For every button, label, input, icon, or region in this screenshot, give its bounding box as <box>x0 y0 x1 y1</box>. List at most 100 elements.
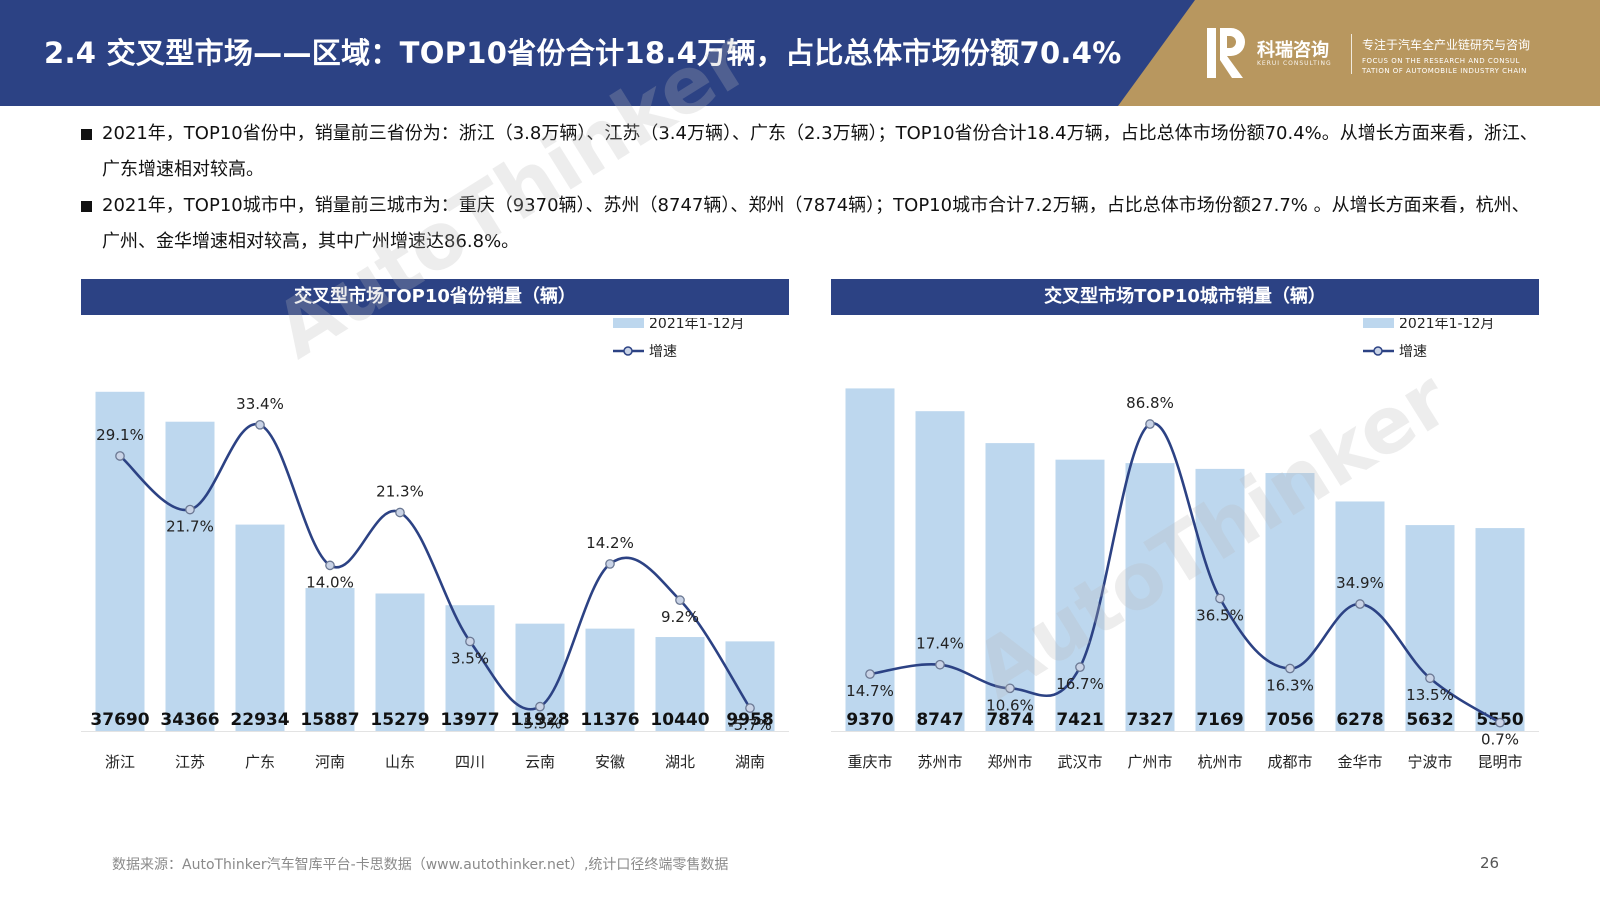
legend-line-marker <box>1373 346 1383 356</box>
growth-point <box>325 560 335 571</box>
growth-point <box>1145 419 1155 429</box>
category-label: 山东 <box>385 753 415 771</box>
growth-label: 14.7% <box>846 682 894 700</box>
bar-4 <box>305 588 355 731</box>
category-label: 浙江 <box>105 753 135 771</box>
category-label: 宁波市 <box>1407 753 1452 771</box>
category-label: 云南 <box>525 753 555 771</box>
bar-value-label: 6278 <box>1336 710 1383 730</box>
bar-value-label: 11928 <box>510 710 569 730</box>
growth-label: 14.0% <box>306 573 354 591</box>
growth-point <box>1495 717 1505 728</box>
bar-value-label: 9958 <box>726 710 773 730</box>
bar-2 <box>165 421 215 731</box>
bar-value-label: 7327 <box>1126 710 1173 730</box>
bar-7 <box>515 623 565 731</box>
category-label: 湖北 <box>665 753 695 771</box>
bar-7 <box>1265 473 1315 731</box>
growth-label: 10.6% <box>986 696 1034 714</box>
bar-1 <box>845 388 895 731</box>
category-label: 苏州市 <box>917 753 962 771</box>
category-label: 四川 <box>455 753 485 771</box>
growth-label: 36.5% <box>1196 606 1244 624</box>
bullet-1-text: 2021年，TOP10省份中，销量前三省份为：浙江（3.8万辆）、江苏（3.4万… <box>102 123 1538 180</box>
brand-slogan: 专注于汽车全产业链研究与咨询 <box>1362 38 1531 52</box>
bar-4 <box>1055 459 1105 731</box>
growth-point <box>675 595 685 606</box>
growth-label: 86.8% <box>1126 394 1174 412</box>
bullet-square-icon <box>81 201 92 212</box>
growth-label: 21.3% <box>376 482 424 500</box>
growth-point <box>1005 683 1015 694</box>
category-label: 湖南 <box>735 753 765 771</box>
category-label: 郑州市 <box>987 753 1032 771</box>
category-label: 杭州市 <box>1197 753 1242 771</box>
city-chart-title: 交叉型市场TOP10城市销量（辆） <box>831 279 1539 315</box>
legend-line-label: 增速 <box>649 344 677 360</box>
bar-value-label: 22934 <box>230 710 289 730</box>
category-label: 成都市 <box>1267 753 1312 771</box>
data-source-note: 数据来源：AutoThinker汽车智库平台-卡思数据（www.autothin… <box>112 857 729 873</box>
bar-1 <box>95 391 145 731</box>
growth-point <box>115 451 125 461</box>
category-label: 昆明市 <box>1477 753 1522 771</box>
legend-bar-label: 2021年1-12月 <box>649 318 744 332</box>
growth-point <box>465 636 475 647</box>
bar-value-label: 15279 <box>370 710 429 730</box>
growth-label: 9.2% <box>661 608 699 626</box>
summary-bullets: 2021年，TOP10省份中，销量前三省份为：浙江（3.8万辆）、江苏（3.4万… <box>80 116 1540 260</box>
bar-5 <box>1125 463 1175 731</box>
bar-8 <box>585 628 635 731</box>
bar-10 <box>725 641 775 731</box>
bar-value-label: 7169 <box>1196 710 1243 730</box>
bar-value-label: 13977 <box>440 710 499 730</box>
legend-bar-label: 2021年1-12月 <box>1399 318 1494 332</box>
growth-point <box>185 504 195 515</box>
brand-slogan-en: FOCUS ON THE RESEARCH AND CONSUL TATION … <box>1362 56 1527 76</box>
bar-value-label: 9370 <box>846 710 893 730</box>
legend-line-label: 增速 <box>1399 344 1427 360</box>
growth-label: 3.5% <box>451 649 489 667</box>
growth-label: 14.2% <box>586 534 634 552</box>
growth-line <box>869 422 1501 724</box>
growth-point <box>1355 599 1365 609</box>
bar-value-label: 10440 <box>650 710 709 730</box>
bar-3 <box>235 524 285 731</box>
brand-name: 科瑞咨询 <box>1257 40 1329 61</box>
brand-sub: KERUI CONSULTING <box>1257 60 1332 67</box>
brand-slogan-en-line1: FOCUS ON THE RESEARCH AND CONSUL <box>1362 57 1520 65</box>
growth-label: 16.7% <box>1056 675 1104 693</box>
brand-block: 科瑞咨询 KERUI CONSULTING 专注于汽车全产业链研究与咨询 FOC… <box>1205 26 1585 86</box>
category-label: 河南 <box>315 753 345 771</box>
category-label: 安徽 <box>595 753 625 771</box>
page-title: 2.4 交叉型市场——区域：TOP10省份合计18.4万辆，占比总体市场份额70… <box>44 36 1122 70</box>
growth-point <box>535 701 545 712</box>
bar-2 <box>915 411 965 731</box>
growth-label: 33.4% <box>236 395 284 413</box>
category-label: 江苏 <box>175 753 205 771</box>
growth-label: 17.4% <box>916 635 964 653</box>
growth-label: 29.1% <box>96 426 144 444</box>
category-label: 武汉市 <box>1057 753 1102 771</box>
growth-line <box>119 422 752 711</box>
bar-9 <box>1405 525 1455 731</box>
legend-bar-swatch <box>1363 318 1394 328</box>
growth-label: 0.7% <box>1481 731 1519 749</box>
page-number: 26 <box>1480 854 1500 872</box>
bar-3 <box>985 443 1035 731</box>
legend-bar-swatch <box>613 318 644 328</box>
growth-point <box>1285 663 1295 674</box>
growth-label: 16.3% <box>1266 677 1314 695</box>
bar-value-label: 11376 <box>580 710 639 730</box>
growth-label: 34.9% <box>1336 574 1384 592</box>
growth-label: -5.5% <box>518 715 562 733</box>
bar-9 <box>655 637 705 731</box>
legend-line-marker <box>623 346 633 356</box>
bar-value-label: 37690 <box>90 710 149 730</box>
bar-8 <box>1335 501 1385 731</box>
category-label: 广州市 <box>1127 753 1172 771</box>
